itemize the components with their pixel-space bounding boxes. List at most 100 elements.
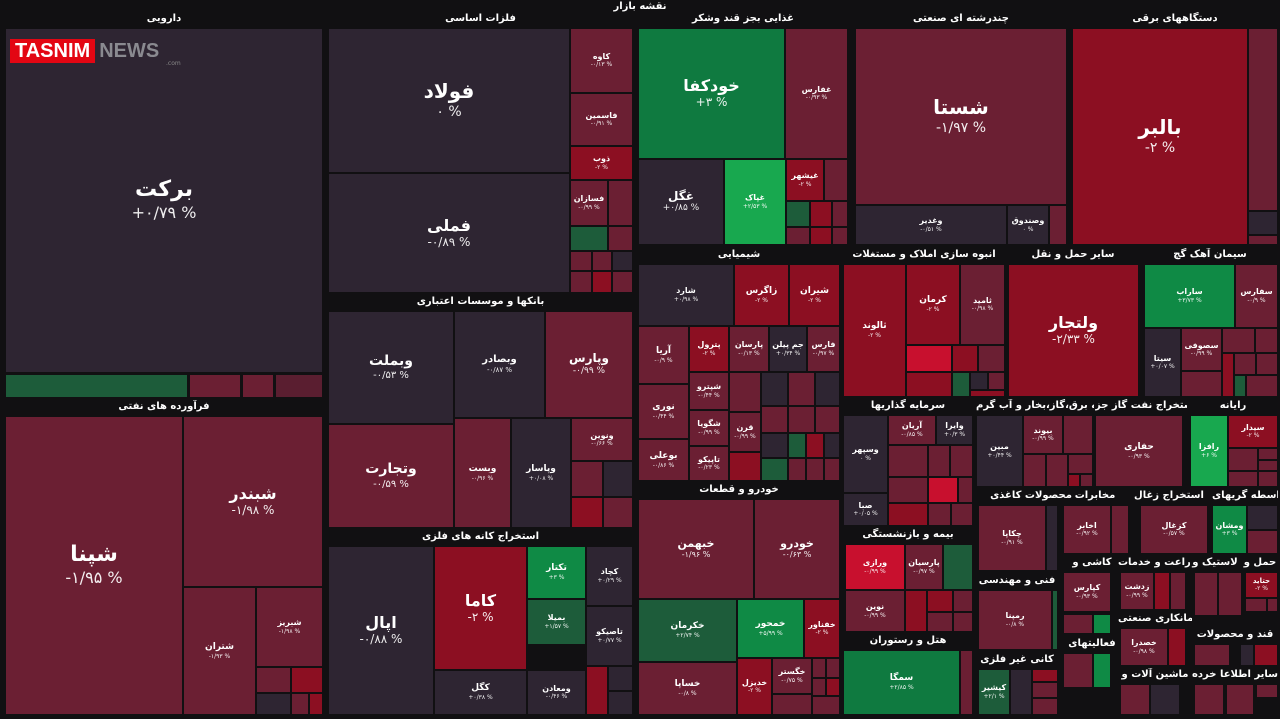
- stock-tile-small[interactable]: [761, 372, 788, 406]
- stock-tile[interactable]: خودرو -۰/۶۳ %: [754, 499, 840, 599]
- stock-tile-small[interactable]: [570, 226, 608, 251]
- stock-tile-small[interactable]: [906, 345, 952, 372]
- stock-tile-small[interactable]: [5, 374, 188, 398]
- stock-tile-small[interactable]: [1093, 653, 1111, 688]
- stock-tile-small[interactable]: [812, 696, 840, 715]
- stock-tile-small[interactable]: [1023, 454, 1046, 487]
- stock-tile-small[interactable]: [788, 372, 815, 406]
- stock-tile-small[interactable]: [952, 345, 978, 372]
- stock-tile[interactable]: فارس -۰/۹۷ %: [807, 326, 840, 372]
- stock-tile[interactable]: نوری -۰/۴۴ %: [638, 384, 689, 439]
- stock-tile[interactable]: زدشت -۰/۹۹ %: [1120, 572, 1154, 610]
- stock-tile[interactable]: ورازی -۰/۹۹ %: [845, 544, 905, 590]
- stock-tile-small[interactable]: [952, 372, 970, 397]
- stock-tile-small[interactable]: [761, 433, 788, 458]
- stock-tile[interactable]: وصندوق ۰ %: [1007, 205, 1049, 245]
- stock-tile[interactable]: حفاری -۰/۹۳ %: [1095, 415, 1183, 487]
- stock-tile[interactable]: سیتا +۰/۰۷ %: [1144, 328, 1181, 397]
- stock-tile-small[interactable]: [1168, 628, 1186, 666]
- stock-tile-small[interactable]: [1222, 328, 1255, 353]
- stock-tile-small[interactable]: [592, 251, 612, 271]
- stock-tile-small[interactable]: [810, 227, 832, 245]
- stock-tile-small[interactable]: [927, 612, 953, 632]
- stock-tile-small[interactable]: [832, 227, 848, 245]
- stock-tile-small[interactable]: [729, 452, 761, 481]
- stock-tile-small[interactable]: [612, 271, 633, 293]
- stock-tile[interactable]: کاوه -۰/۱۳ %: [570, 28, 633, 93]
- stock-tile-small[interactable]: [1218, 572, 1242, 616]
- stock-tile-small[interactable]: [888, 503, 928, 526]
- stock-tile-small[interactable]: [788, 458, 806, 481]
- stock-tile[interactable]: وتجارت -۰/۵۹ %: [328, 424, 454, 528]
- stock-tile[interactable]: وغدیر -۰/۵۱ %: [855, 205, 1007, 245]
- stock-tile-small[interactable]: [1010, 669, 1032, 715]
- stock-tile[interactable]: ونوین -۰/۶۶ %: [571, 418, 633, 461]
- stock-tile-small[interactable]: [1068, 474, 1080, 487]
- stock-tile-small[interactable]: [1120, 684, 1150, 715]
- stock-tile[interactable]: سیدار -۲ %: [1228, 415, 1278, 448]
- stock-tile-small[interactable]: [928, 445, 950, 477]
- stock-tile[interactable]: پارسان -۰/۱۳ %: [729, 326, 769, 372]
- stock-tile-small[interactable]: [786, 201, 810, 227]
- stock-tile[interactable]: سمگا +۲/۸۵ %: [843, 650, 960, 715]
- stock-tile-small[interactable]: [888, 477, 928, 503]
- stock-tile-small[interactable]: [788, 406, 815, 433]
- stock-tile[interactable]: اخابر -۰/۹۲ %: [1063, 505, 1111, 554]
- stock-tile[interactable]: خساپا -۰/۸ %: [638, 662, 737, 715]
- stock-tile-small[interactable]: [1226, 684, 1254, 715]
- stock-tile-small[interactable]: [256, 667, 291, 693]
- stock-tile[interactable]: آریان -۰/۸۵ %: [888, 415, 936, 445]
- stock-tile[interactable]: شپترو -۰/۴۴ %: [689, 372, 729, 410]
- stock-tile-small[interactable]: [761, 458, 788, 481]
- stock-tile[interactable]: شتران -۱/۹۳ %: [183, 587, 256, 715]
- stock-tile[interactable]: کپارس -۰/۹۳ %: [1063, 572, 1111, 612]
- stock-tile[interactable]: وپارس -۰/۹۹ %: [545, 311, 633, 418]
- stock-tile-small[interactable]: [1170, 572, 1186, 610]
- stock-tile[interactable]: نوین -۰/۹۹ %: [845, 590, 905, 632]
- stock-tile[interactable]: بمیلا +۱/۵۷ %: [527, 599, 586, 645]
- stock-tile-small[interactable]: [824, 433, 840, 458]
- stock-tile-small[interactable]: [1248, 235, 1278, 245]
- stock-tile-small[interactable]: [1228, 448, 1258, 471]
- stock-tile-small[interactable]: [242, 374, 274, 398]
- stock-tile-small[interactable]: [1247, 530, 1278, 554]
- stock-tile-small[interactable]: [953, 612, 973, 632]
- stock-tile[interactable]: غگل +۰/۸۵ %: [638, 159, 724, 245]
- stock-tile-small[interactable]: [812, 658, 826, 678]
- stock-tile-small[interactable]: [571, 497, 603, 528]
- stock-tile[interactable]: خکرمان +۲/۷۴ %: [638, 599, 737, 662]
- stock-tile-small[interactable]: [1194, 684, 1224, 715]
- stock-tile[interactable]: خبهمن -۱/۹۶ %: [638, 499, 754, 599]
- stock-tile[interactable]: بالبر -۲ %: [1072, 28, 1248, 245]
- stock-tile-small[interactable]: [824, 159, 848, 201]
- stock-tile-small[interactable]: [772, 694, 812, 715]
- stock-tile-small[interactable]: [806, 458, 824, 481]
- stock-tile-small[interactable]: [1181, 371, 1222, 397]
- stock-tile[interactable]: وپاسار +۰/۰۸ %: [511, 418, 571, 528]
- stock-tile-small[interactable]: [608, 691, 633, 715]
- stock-tile-small[interactable]: [1046, 454, 1068, 487]
- stock-tile-small[interactable]: [1254, 644, 1278, 666]
- stock-tile-small[interactable]: [1228, 471, 1258, 487]
- stock-tile[interactable]: سفارس -۰/۹ %: [1235, 264, 1278, 328]
- stock-tile-small[interactable]: [1245, 598, 1267, 612]
- stock-tile[interactable]: وایرا +۰/۳ %: [936, 415, 973, 445]
- stock-tile-small[interactable]: [291, 667, 323, 693]
- stock-tile-small[interactable]: [729, 372, 761, 412]
- stock-tile[interactable]: ومشان +۳ %: [1212, 505, 1247, 554]
- stock-tile-small[interactable]: [888, 445, 928, 477]
- stock-tile-small[interactable]: [275, 374, 323, 398]
- stock-tile-small[interactable]: [815, 372, 840, 406]
- stock-tile-small[interactable]: [291, 693, 309, 715]
- stock-tile[interactable]: کچاد +۰/۲۹ %: [586, 546, 633, 606]
- stock-tile[interactable]: وبست -۰/۹۶ %: [454, 418, 511, 528]
- stock-tile-small[interactable]: [603, 497, 633, 528]
- stock-tile-small[interactable]: [905, 590, 927, 632]
- stock-tile-small[interactable]: [958, 477, 973, 503]
- stock-tile-small[interactable]: [1063, 415, 1093, 454]
- stock-tile[interactable]: خفناور -۲ %: [804, 599, 840, 658]
- stock-tile[interactable]: وسپهر ۰ %: [843, 415, 888, 493]
- stock-tile-small[interactable]: [612, 251, 633, 271]
- stock-tile[interactable]: ومعادن -۰/۴۶ %: [527, 670, 586, 715]
- stock-tile-small[interactable]: [586, 666, 608, 715]
